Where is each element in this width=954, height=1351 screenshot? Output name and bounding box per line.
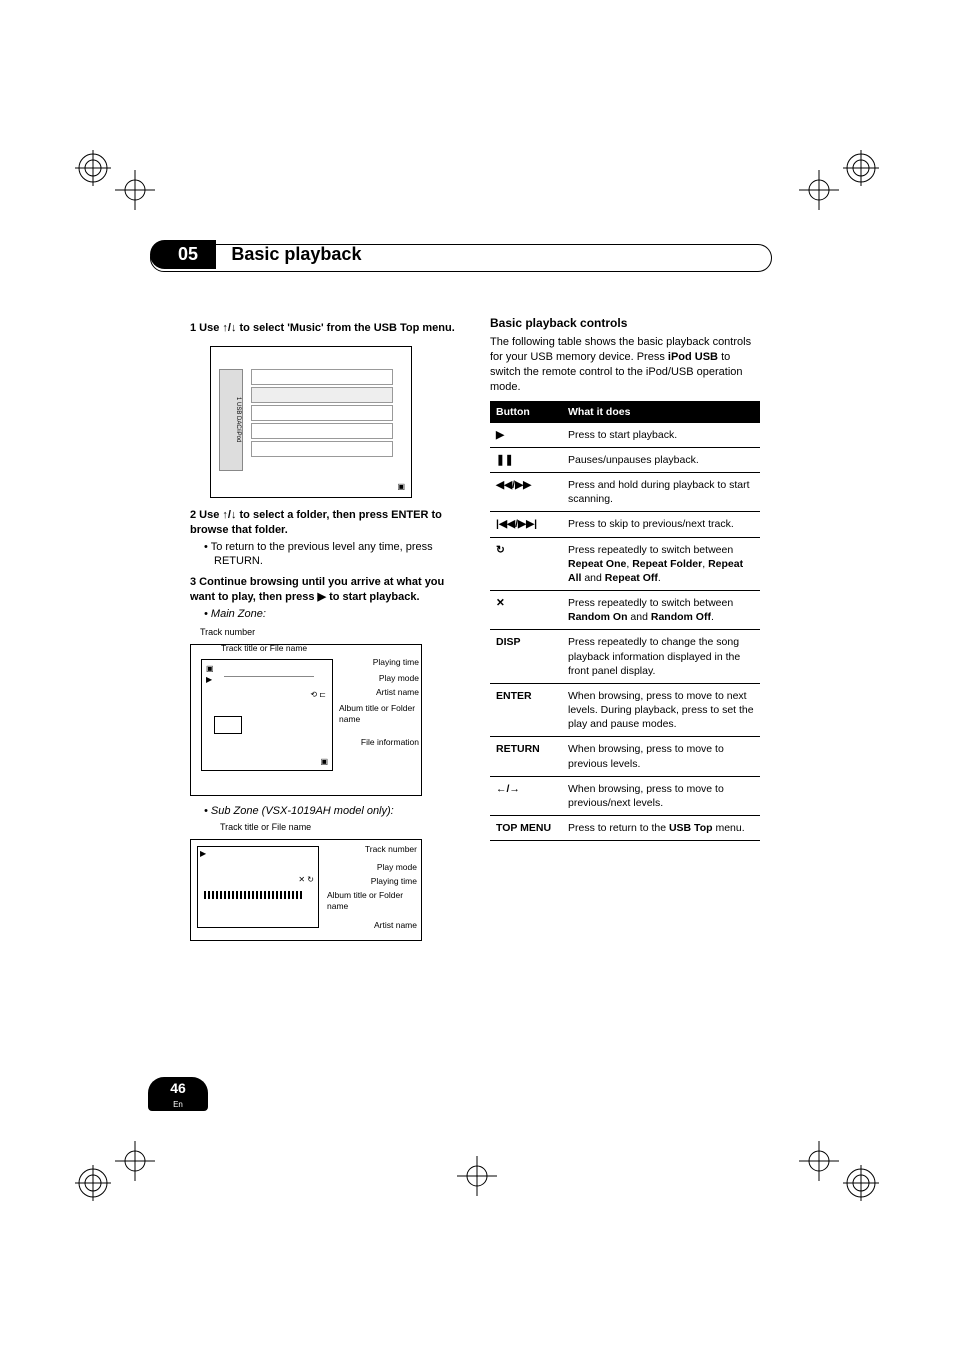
- page-lang: En: [173, 1100, 183, 1109]
- callout-play-mode: Play mode: [379, 673, 419, 684]
- th-button: Button: [490, 401, 562, 423]
- basic-playback-heading: Basic playback controls: [490, 315, 760, 331]
- btn-top-menu: TOP MENU: [490, 816, 562, 841]
- desc-scan: Press and hold during playback to start …: [562, 473, 760, 512]
- btn-disp: DISP: [490, 630, 562, 684]
- callout-playing-time: Playing time: [373, 657, 419, 668]
- table-row: ▶ Press to start playback.: [490, 423, 760, 448]
- callout-sub-playtime: Playing time: [371, 876, 417, 887]
- registration-mark: [843, 1165, 879, 1201]
- callout-sub-tracknum: Track number: [365, 844, 417, 855]
- desc-arrows: When browsing, press to move to previous…: [562, 776, 760, 815]
- figure-main-inner: ▣▶ ⟲ ⊏ ▣: [201, 659, 333, 771]
- btn-skip-icon: |◀◀/▶▶|: [490, 512, 562, 537]
- crosshair-mark: [799, 1141, 839, 1181]
- btn-pause-icon: ❚❚: [490, 447, 562, 472]
- btn-scan-icon: ◀◀/▶▶: [490, 473, 562, 512]
- table-row: |◀◀/▶▶| Press to skip to previous/next t…: [490, 512, 760, 537]
- desc-return: When browsing, press to move to previous…: [562, 737, 760, 776]
- step-2: 2 Use ↑/↓ to select a folder, then press…: [190, 508, 460, 538]
- registration-mark: [75, 1165, 111, 1201]
- playback-controls-table: Button What it does ▶ Press to start pla…: [490, 401, 760, 842]
- main-zone-label: • Main Zone:: [204, 607, 460, 622]
- intro-ipod-usb: iPod USB: [668, 351, 718, 363]
- left-column: 1 Use ↑/↓ to select 'Music' from the USB…: [190, 315, 460, 949]
- table-row: ✕ Press repeatedly to switch between Ran…: [490, 591, 760, 630]
- callout-track-title: Track title or File name: [221, 643, 307, 654]
- figure-footer-icon: ▣: [397, 482, 405, 493]
- registration-mark: [75, 150, 111, 186]
- desc-play: Press to start playback.: [562, 423, 760, 448]
- figure-sub-zone: ▶ ✕ ↻ Track number Play mode Playing tim…: [190, 839, 422, 941]
- page-number-badge: 46 En: [148, 1077, 208, 1111]
- crosshair-mark: [799, 170, 839, 210]
- callout-sub-artist: Artist name: [374, 920, 417, 931]
- chapter-title: Basic playback: [219, 244, 361, 264]
- callout-file-info: File information: [361, 737, 419, 748]
- figure-sidebar: 1 USB DAC/iPod: [219, 369, 243, 471]
- step-1: 1 Use ↑/↓ to select 'Music' from the USB…: [190, 321, 460, 336]
- desc-pause: Pauses/unpauses playback.: [562, 447, 760, 472]
- btn-enter: ENTER: [490, 683, 562, 737]
- figure-usb-top-menu: 1 USB DAC/iPod ▣: [210, 346, 412, 498]
- table-row: ENTER When browsing, press to move to ne…: [490, 683, 760, 737]
- btn-arrows-icon: ←/→: [490, 776, 562, 815]
- page-number: 46: [148, 1077, 208, 1096]
- chapter-header: 05 Basic playback: [150, 240, 770, 270]
- desc-disp: Press repeatedly to change the song play…: [562, 630, 760, 684]
- chapter-number: 05: [150, 240, 216, 269]
- step-3: 3 Continue browsing until you arrive at …: [190, 575, 460, 605]
- table-row: TOP MENU Press to return to the USB Top …: [490, 816, 760, 841]
- crosshair-mark: [115, 1141, 155, 1181]
- callout-track-number-top: Track number: [200, 626, 460, 638]
- callout-sub-album: Album title or Folder name: [327, 890, 417, 913]
- btn-play-icon: ▶: [490, 423, 562, 448]
- right-column: Basic playback controls The following ta…: [490, 315, 760, 949]
- crosshair-mark: [115, 170, 155, 210]
- callout-album: Album title or Folder name: [339, 703, 419, 726]
- th-what: What it does: [562, 401, 760, 423]
- desc-enter: When browsing, press to move to next lev…: [562, 683, 760, 737]
- table-row: ←/→ When browsing, press to move to prev…: [490, 776, 760, 815]
- registration-mark: [843, 150, 879, 186]
- desc-top-menu: Press to return to the USB Top menu.: [562, 816, 760, 841]
- table-row: DISP Press repeatedly to change the song…: [490, 630, 760, 684]
- desc-random: Press repeatedly to switch between Rando…: [562, 591, 760, 630]
- step-3-text-b: to start playback.: [326, 591, 420, 603]
- step-2-bullet: • To return to the previous level any ti…: [204, 540, 460, 570]
- callout-artist: Artist name: [376, 687, 419, 698]
- btn-repeat-icon: ↻: [490, 537, 562, 591]
- btn-random-icon: ✕: [490, 591, 562, 630]
- callout-track-title-sub: Track title or File name: [220, 821, 460, 833]
- step-2-bullet-text: • To return to the previous level any ti…: [204, 541, 433, 568]
- crosshair-mark: [457, 1156, 497, 1196]
- callout-sub-playmode: Play mode: [377, 862, 417, 873]
- figure-main-zone: Track title or File name ▣▶ ⟲ ⊏ ▣ Playin…: [190, 644, 422, 796]
- sub-zone-label: • Sub Zone (VSX-1019AH model only):: [204, 804, 460, 819]
- table-row: ◀◀/▶▶ Press and hold during playback to …: [490, 473, 760, 512]
- basic-playback-intro: The following table shows the basic play…: [490, 335, 760, 394]
- table-row: ❚❚ Pauses/unpauses playback.: [490, 447, 760, 472]
- desc-skip: Press to skip to previous/next track.: [562, 512, 760, 537]
- table-row: RETURN When browsing, press to move to p…: [490, 737, 760, 776]
- table-row: ↻ Press repeatedly to switch between Rep…: [490, 537, 760, 591]
- desc-repeat: Press repeatedly to switch between Repea…: [562, 537, 760, 591]
- btn-return: RETURN: [490, 737, 562, 776]
